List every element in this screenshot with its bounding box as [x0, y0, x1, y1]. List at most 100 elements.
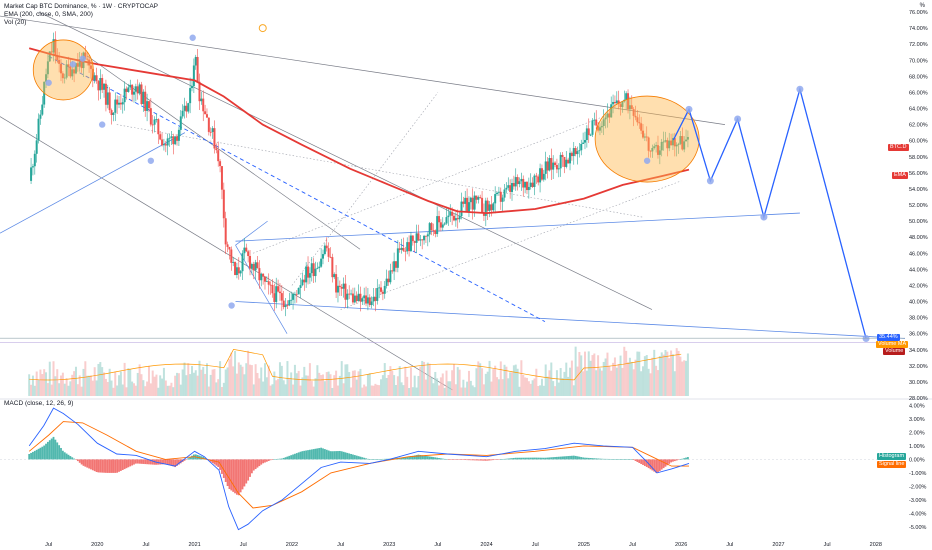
macd-histogram-bar [249, 459, 251, 477]
candle [129, 84, 132, 88]
x-tick-label: 2023 [383, 542, 395, 548]
volume-bar [473, 387, 476, 396]
macd-histogram-bar [531, 457, 534, 460]
macd-y-tick-label: -1.00% [909, 471, 927, 477]
macd-histogram-bar [584, 457, 586, 460]
volume-bar [438, 385, 441, 396]
macd-histogram-bar [359, 456, 362, 460]
candle [162, 144, 165, 146]
candle [471, 197, 474, 210]
candle [393, 261, 396, 272]
candle [509, 185, 512, 192]
volume-bar [563, 371, 566, 396]
macd-histogram-bar [370, 459, 373, 460]
macd-histogram-bar [288, 455, 291, 460]
macd-histogram-bar [570, 455, 573, 460]
trendline-blue [235, 212, 800, 242]
candle [254, 262, 257, 271]
candle [292, 293, 295, 300]
candle [396, 248, 399, 268]
volume-bar [677, 350, 680, 396]
candle [282, 300, 285, 308]
macd-histogram-bar [483, 459, 485, 461]
volume-bar [46, 383, 49, 396]
volume-bar [278, 362, 281, 396]
macd-histogram-bar [320, 447, 323, 460]
macd-histogram-bar [655, 459, 658, 473]
chart-title: Market Cap BTC Dominance, % · 1W · CRYPT… [4, 3, 158, 10]
volume-bar [114, 371, 117, 396]
candle [535, 175, 538, 177]
candle [511, 183, 514, 192]
volume-bar [226, 367, 229, 396]
volume-bar [222, 382, 225, 396]
volume-bar [183, 362, 186, 396]
macd-histogram-bar [630, 459, 633, 460]
candle [151, 124, 154, 126]
volume-bar [65, 378, 68, 396]
candle [441, 224, 444, 228]
candle [460, 201, 463, 217]
macd-histogram-bar [675, 459, 678, 461]
y-tick-label: 52.00% [909, 203, 928, 209]
macd-histogram-bar [527, 457, 530, 460]
macd-histogram-bar [516, 457, 519, 460]
candle [404, 250, 407, 252]
volume-bar [320, 375, 323, 396]
macd-histogram-bar [600, 458, 603, 460]
volume-ma-tag: Volume MA [876, 341, 909, 348]
macd-histogram-bar [232, 459, 235, 492]
volume-bar [484, 373, 487, 396]
projection-point [734, 115, 742, 123]
x-tick-label: 2028 [870, 542, 882, 548]
volume-bar [421, 360, 424, 396]
macd-histogram-bar [80, 459, 83, 465]
volume-bar [157, 387, 160, 396]
macd-histogram-bar [101, 459, 104, 473]
volume-bar [176, 372, 179, 396]
macd-histogram-bar [363, 457, 366, 460]
macd-histogram-bar [460, 459, 463, 460]
macd-histogram-bar [105, 459, 107, 473]
candle [542, 173, 545, 180]
macd-histogram-bar [608, 458, 611, 460]
macd-histogram-bar [634, 459, 637, 461]
macd-histogram-bar [230, 459, 233, 491]
macd-histogram-bar [477, 459, 480, 461]
price-pane[interactable] [0, 11, 932, 400]
candle [80, 59, 83, 69]
candle [383, 285, 386, 294]
macd-histogram-bar [576, 456, 579, 460]
volume-bar [445, 370, 448, 396]
volume-bar [254, 364, 257, 396]
candle [445, 217, 448, 224]
volume-bar [162, 367, 165, 396]
signal-line [28, 421, 689, 509]
macd-histogram-bar [561, 456, 564, 460]
macd-histogram-bar [599, 458, 601, 460]
y-tick-label: 56.00% [909, 171, 928, 177]
candle [518, 181, 521, 185]
volume-bar [686, 353, 689, 396]
volume-bar [400, 382, 403, 396]
candle [256, 262, 259, 269]
volume-bar [82, 368, 85, 396]
macd-pane[interactable] [0, 407, 905, 531]
candle [681, 136, 684, 150]
candle [234, 262, 237, 275]
macd-histogram-bar [103, 459, 105, 473]
volume-bar [522, 374, 525, 396]
volume-bar [387, 374, 390, 396]
candle [144, 91, 147, 111]
volume-bar [159, 375, 162, 396]
macd-histogram-bar [454, 459, 457, 460]
volume-bar [338, 375, 341, 396]
volume-bar [533, 378, 536, 396]
macd-histogram-bar [163, 459, 165, 465]
candle [333, 274, 336, 278]
macd-histogram-bar [406, 456, 409, 460]
x-tick-label: Jul [629, 542, 636, 548]
candle [554, 162, 557, 165]
candle [166, 138, 169, 146]
